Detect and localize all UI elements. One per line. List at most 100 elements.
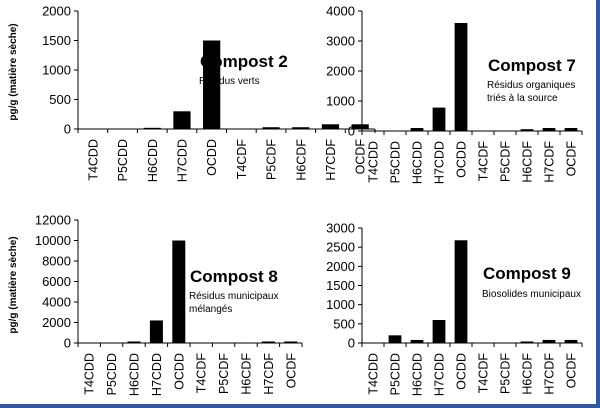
chart-3-bar (261, 341, 275, 343)
chart-2-y-tick-label: 4000 (326, 4, 355, 19)
chart-3-y-tick-label: 8000 (42, 254, 71, 269)
chart-4-bar (410, 339, 424, 343)
chart-1-y-axis-label: pg/g (matière sèche) (8, 23, 19, 120)
chart-4-bar (432, 320, 446, 343)
chart-2-title: Compost 7 (488, 56, 576, 75)
chart-1-category-label: T4CDF (235, 139, 249, 180)
chart-3-subtitle: Résidus municipaux (189, 291, 279, 302)
chart-2-y-tick-label: 0 (348, 124, 355, 139)
chart-1-category-label: T4CDD (86, 139, 100, 181)
chart-2-bar (410, 128, 424, 131)
chart-2-category-label: P5CDD (389, 141, 403, 183)
chart-4-bar (388, 335, 402, 343)
chart-1-category-label: H7CDF (324, 139, 338, 181)
chart-2-bar (454, 23, 468, 131)
chart-4-y-tick-label: 500 (333, 316, 355, 331)
chart-2-subtitle: Résidus organiques (487, 80, 575, 91)
chart-1-y-tick-label: 0 (64, 122, 71, 137)
chart-3-bar (284, 341, 298, 343)
chart-1-category-label: OCDF (354, 139, 368, 175)
chart-4-category-label: H6CDD (411, 353, 425, 396)
chart-3-category-label: T4CDF (195, 353, 209, 394)
chart-2-category-label: OCDF (565, 141, 579, 177)
chart-2-bar (542, 128, 556, 131)
chart-3-y-tick-label: 12000 (35, 213, 71, 228)
chart-3-category-label: H6CDF (240, 353, 254, 395)
chart-2-y-tick-label: 2000 (326, 64, 355, 79)
chart-4-y-tick-label: 2000 (326, 259, 355, 274)
chart-3-category-label: P5CDF (217, 353, 231, 394)
chart-3-y-tick-label: 10000 (35, 233, 71, 248)
chart-4-y-tick-label: 3000 (326, 221, 355, 236)
chart-2-bar (520, 129, 534, 131)
chart-3-category-label: OCDF (284, 353, 298, 389)
chart-1-title: Compost 2 (200, 52, 288, 71)
chart-4-category-label: P5CDF (499, 353, 513, 394)
chart-3-bar (149, 320, 163, 343)
chart-2-category-label: T4CDF (477, 141, 491, 182)
chart-4-bar (564, 339, 578, 343)
chart-1-category-label: H6CDD (146, 139, 160, 182)
chart-1-bar (351, 124, 369, 129)
chart-3-y-axis-label: pg/g (matière sèche) (8, 236, 19, 333)
chart-3-category-label: OCDD (172, 353, 186, 390)
chart-3-category-label: H7CDD (150, 353, 164, 396)
chart-1-y-tick-label: 1500 (42, 33, 71, 48)
chart-2-category-label: H6CDF (521, 141, 535, 183)
chart-1-bar (143, 127, 161, 129)
chart-3-subtitle: mélangés (189, 304, 232, 315)
chart-3-y-tick-label: 4000 (42, 295, 71, 310)
chart-1-category-label: P5CDD (116, 139, 130, 181)
chart-4-y-tick-label: 0 (348, 336, 355, 351)
chart-4-category-label: T4CDF (477, 353, 491, 394)
chart-3-bar (172, 240, 186, 343)
chart-2-category-label: H7CDF (543, 141, 557, 183)
chart-4-category-label: H7CDF (543, 353, 557, 395)
chart-2-subtitle: triés à la source (487, 93, 558, 104)
chart-4-y-tick-label: 2500 (326, 240, 355, 255)
chart-4-category-label: T4CDD (367, 353, 381, 395)
chart-4-category-label: OCDF (565, 353, 579, 389)
chart-4-category-label: P5CDD (389, 353, 403, 395)
chart-4-y-tick-label: 1500 (326, 278, 355, 293)
chart-1-category-label: H7CDD (175, 139, 189, 182)
chart-2-y-tick-label: 1000 (326, 94, 355, 109)
chart-3-category-label: T4CDD (83, 353, 97, 395)
chart-3-bar (239, 342, 253, 343)
chart-1-bar (321, 124, 340, 129)
chart-1-subtitle: Résidus verts (199, 76, 260, 87)
chart-2-category-label: H7CDD (433, 141, 447, 184)
chart-2-y-tick-label: 3000 (326, 34, 355, 49)
chart-2-category-label: H6CDD (411, 141, 425, 184)
chart-3-y-tick-label: 0 (64, 336, 71, 351)
chart-1-category-label: H6CDF (294, 139, 308, 181)
chart-2-category-label: P5CDF (499, 141, 513, 182)
chart-3-y-tick-label: 6000 (42, 274, 71, 289)
chart-1-bar (203, 40, 221, 129)
chart-3-category-label: H6CDD (128, 353, 142, 396)
chart-3-title: Compost 8 (190, 267, 278, 286)
chart-1-y-tick-label: 2000 (42, 4, 71, 19)
chart-4-category-label: H7CDD (433, 353, 447, 396)
chart-4-bar (542, 339, 556, 343)
chart-4-bar (520, 341, 534, 343)
chart-2-bar (564, 128, 578, 131)
chart-1-y-tick-label: 500 (49, 92, 71, 107)
chart-4-y-tick-label: 1000 (326, 297, 355, 312)
chart-2-bar (432, 107, 446, 131)
chart-4-title: Compost 9 (483, 264, 571, 283)
chart-1-y-tick-label: 1000 (42, 63, 71, 78)
chart-1-bar (292, 127, 310, 129)
chart-1-bar (173, 111, 191, 129)
chart-2-category-label: OCDD (455, 141, 469, 178)
chart-1-category-label: P5CDF (265, 139, 279, 180)
chart-3-y-tick-label: 2000 (42, 315, 71, 330)
chart-3-bar (127, 341, 141, 343)
chart-3-category-label: P5CDD (105, 353, 119, 395)
chart-3-category-label: H7CDF (262, 353, 276, 395)
chart-4-subtitle: Biosolides municipaux (482, 289, 581, 300)
chart-2-category-label: T4CDD (367, 141, 381, 183)
chart-4-category-label: OCDD (455, 353, 469, 390)
